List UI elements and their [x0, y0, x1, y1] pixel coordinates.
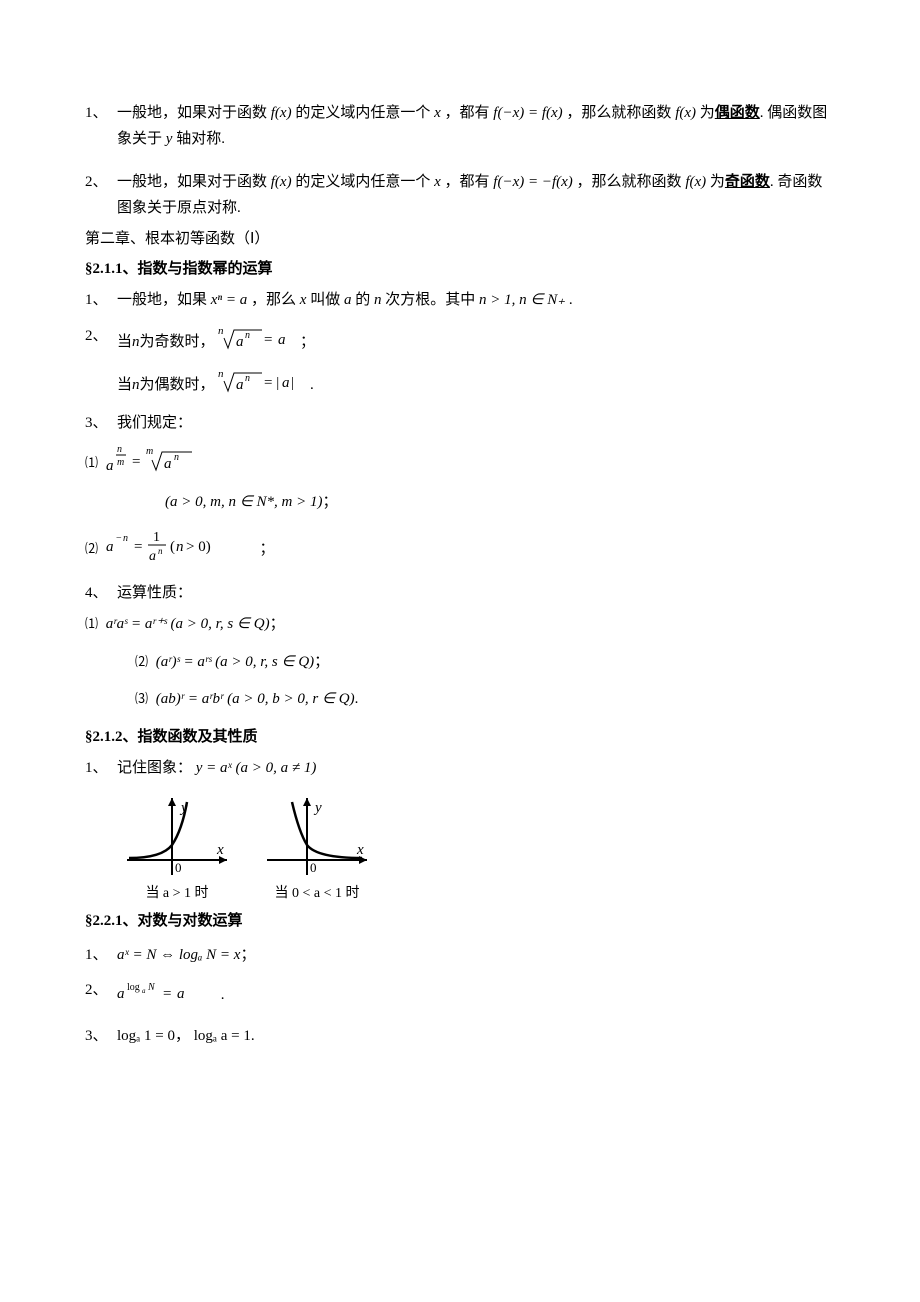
svg-text:x: x	[356, 842, 364, 858]
item-exp-graph: 1、 记住图象： y = aˣ (a > 0, a ≠ 1)	[85, 756, 835, 782]
svg-text:> 0): > 0)	[186, 539, 211, 555]
svg-text:n: n	[176, 539, 184, 555]
def-neg-exp: ⑵ a − n = 1 a n ( n > 0) ；	[85, 525, 835, 575]
neg-exp-svg: a − n = 1 a n ( n > 0)	[106, 525, 256, 565]
op-prop-2: ⑵ (aʳ)ˢ = aʳˢ (a > 0, r, s ∈ Q)；	[85, 650, 835, 676]
log-id-svg: a log a N = a	[117, 978, 217, 1004]
svg-text:=: =	[264, 332, 272, 348]
svg-text:m: m	[117, 457, 124, 468]
item-nth-root: 1、 一般地，如果 xⁿ = a ，那么 x 叫做 a 的 n 次方根。其中 n…	[85, 288, 835, 314]
svg-text:a: a	[142, 987, 146, 995]
item-root-parity: 2、 当n为奇数时， n a n = a ；	[85, 324, 835, 362]
svg-text:n: n	[158, 546, 163, 556]
graph-a-gt-1: y x 0 当 a > 1 时	[117, 790, 237, 906]
svg-text:a: a	[236, 377, 244, 393]
para-odd-function: 2、 一般地，如果对于函数 f(x) 的定义域内任意一个 x ，都有 f(−x)…	[85, 170, 835, 221]
item-operation-props: 4、 运算性质：	[85, 581, 835, 607]
graph-caption: 当 0 < a < 1 时	[257, 882, 377, 906]
svg-text:n: n	[174, 452, 179, 463]
root-odd-formula: n a n = a	[218, 324, 296, 362]
log-identity: 2、 a log a N = a .	[85, 978, 835, 1014]
svg-text:= |: = |	[264, 375, 279, 391]
svg-text:1: 1	[153, 530, 160, 545]
log-def: 1、 aˣ = N ⇔ logₐ N = x；	[85, 943, 835, 969]
op-prop-1: ⑴ aʳaˢ = aʳ⁺ˢ (a > 0, r, s ∈ Q)；	[85, 612, 835, 638]
para-even-function: 1、 一般地，如果对于函数 f(x) 的定义域内任意一个 x ，都有 f(−x)…	[85, 101, 835, 152]
section-heading: §2.2.1、对数与对数运算	[85, 909, 835, 935]
svg-text:n: n	[245, 373, 250, 384]
root-even-formula: n a n = | a |	[218, 367, 306, 405]
svg-text:a: a	[177, 986, 185, 1002]
svg-text:y: y	[179, 800, 188, 816]
svg-text:n: n	[218, 368, 224, 380]
svg-text:a: a	[164, 456, 172, 472]
svg-text:−: −	[116, 533, 122, 544]
item-root-even: 当n为偶数时， n a n = | a | .	[85, 367, 835, 405]
svg-text:=: =	[132, 454, 140, 470]
root-svg: n a n = | a |	[218, 367, 306, 395]
item-definitions: 3、 我们规定：	[85, 411, 835, 437]
exp-function-graphs: y x 0 当 a > 1 时 y x 0 当 0 < a < 1 时	[117, 790, 835, 906]
svg-text:n: n	[218, 325, 224, 337]
graph-caption: 当 a > 1 时	[117, 882, 237, 906]
root-svg: n a n = a	[218, 324, 296, 352]
section-heading: §2.1.1、指数与指数幂的运算	[85, 257, 835, 283]
def-rational-cond: (a > 0, m, n ∈ N*, m > 1)；	[85, 490, 835, 516]
svg-text:m: m	[146, 446, 153, 457]
svg-text:n: n	[123, 533, 128, 544]
svg-text:a: a	[278, 332, 286, 348]
svg-text:a: a	[149, 549, 156, 564]
svg-text:x: x	[216, 842, 224, 858]
op-prop-3: ⑶ (ab)ʳ = aʳbʳ (a > 0, b > 0, r ∈ Q).	[85, 687, 835, 713]
item-number: 2、	[85, 170, 117, 196]
svg-text:=: =	[163, 986, 171, 1002]
chapter-heading: 第二章、根本初等函数（Ⅰ）	[85, 227, 835, 253]
graph-svg: y x 0	[117, 790, 237, 880]
item-number: 1、	[85, 101, 117, 127]
term-even: 偶函数	[715, 105, 760, 121]
term-odd: 奇函数	[725, 174, 770, 190]
svg-text:log: log	[127, 982, 140, 993]
svg-text:a: a	[106, 539, 114, 555]
log-values: 3、 logₐ 1 = 0， logₐ a = 1.	[85, 1024, 835, 1050]
svg-text:a: a	[236, 334, 244, 350]
svg-text:(: (	[170, 539, 175, 555]
item-content: 一般地，如果对于函数 f(x) 的定义域内任意一个 x ，都有 f(−x) = …	[117, 101, 835, 152]
item-content: 一般地，如果对于函数 f(x) 的定义域内任意一个 x ，都有 f(−x) = …	[117, 170, 835, 221]
svg-text:|: |	[291, 375, 294, 391]
graph-a-lt-1: y x 0 当 0 < a < 1 时	[257, 790, 377, 906]
svg-text:n: n	[245, 330, 250, 341]
svg-text:a: a	[282, 375, 290, 391]
svg-text:n: n	[117, 444, 122, 455]
frac-root-svg: a n m = m a n	[106, 442, 216, 476]
svg-text:0: 0	[175, 860, 182, 875]
svg-text:0: 0	[310, 860, 317, 875]
svg-text:a: a	[117, 986, 125, 1002]
svg-text:y: y	[313, 800, 322, 816]
def-rational-exp: ⑴ a n m = m a n	[85, 442, 835, 486]
section-heading: §2.1.2、指数函数及其性质	[85, 725, 835, 751]
svg-text:=: =	[134, 539, 142, 555]
svg-text:N: N	[147, 982, 156, 993]
graph-svg: y x 0	[257, 790, 377, 880]
svg-text:a: a	[106, 458, 114, 474]
